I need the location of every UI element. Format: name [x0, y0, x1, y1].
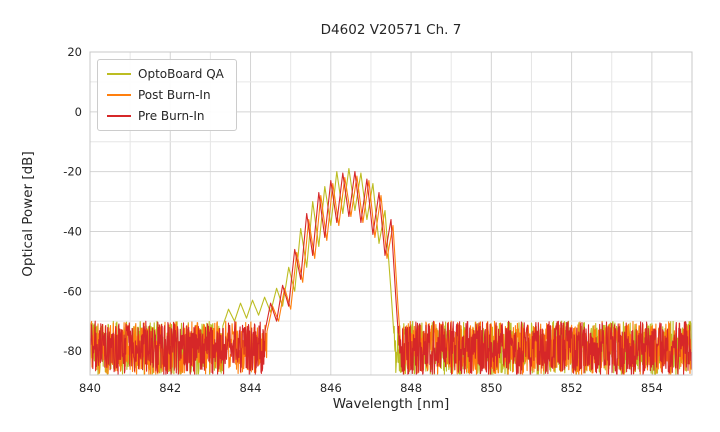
legend-line-swatch [107, 115, 131, 117]
y-axis-label: Optical Power [dB] [20, 151, 36, 277]
legend-line-swatch [107, 73, 131, 75]
legend-label: OptoBoard QA [138, 67, 224, 81]
legend-line-swatch [107, 94, 131, 96]
svg-text:20: 20 [67, 45, 82, 59]
svg-text:850: 850 [480, 381, 502, 395]
svg-text:842: 842 [159, 381, 181, 395]
legend-item: Pre Burn-In [107, 109, 224, 123]
svg-text:-80: -80 [63, 344, 82, 358]
svg-text:852: 852 [561, 381, 583, 395]
legend-item: Post Burn-In [107, 88, 224, 102]
svg-text:848: 848 [400, 381, 422, 395]
legend-label: Post Burn-In [138, 88, 211, 102]
svg-text:-40: -40 [63, 224, 82, 238]
chart-title: D4602 V20571 Ch. 7 [320, 22, 462, 38]
svg-text:840: 840 [79, 381, 101, 395]
svg-text:846: 846 [320, 381, 342, 395]
svg-text:844: 844 [240, 381, 262, 395]
svg-text:-60: -60 [63, 284, 82, 298]
legend: OptoBoard QA Post Burn-In Pre Burn-In [97, 59, 237, 131]
svg-text:0: 0 [75, 105, 82, 119]
legend-label: Pre Burn-In [138, 109, 205, 123]
svg-text:854: 854 [641, 381, 663, 395]
svg-text:-20: -20 [63, 165, 82, 179]
x-axis-label: Wavelength [nm] [332, 396, 450, 412]
legend-item: OptoBoard QA [107, 67, 224, 81]
